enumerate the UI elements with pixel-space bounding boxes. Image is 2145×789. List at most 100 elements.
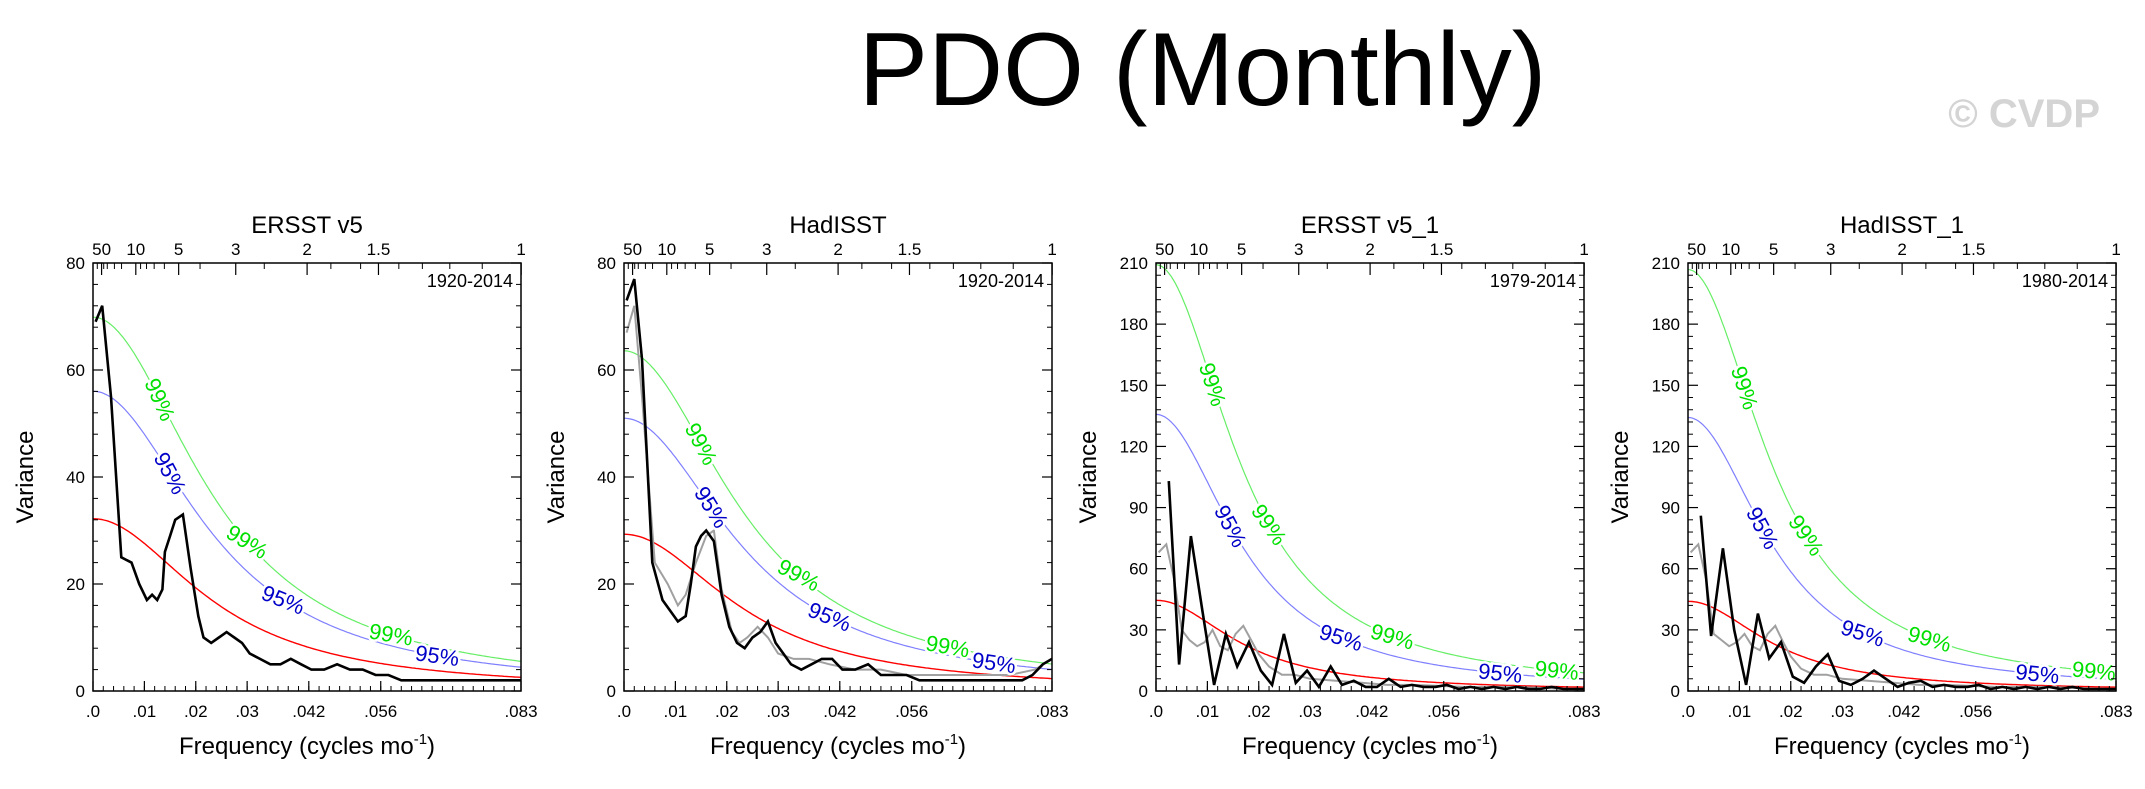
x-tick-label: .056 <box>1427 702 1460 721</box>
conf95-label: 95% <box>149 448 192 499</box>
x-tick-label: .042 <box>1355 702 1388 721</box>
period-tick-label: 2 <box>302 240 311 259</box>
conf99-label: 99% <box>1368 618 1417 654</box>
conf99-label: 99% <box>680 419 723 470</box>
y-tick-label: 60 <box>1129 560 1148 579</box>
y-axis-label: Variance <box>1607 431 1634 524</box>
conf95-label: 95% <box>1209 501 1252 552</box>
y-tick-label: 150 <box>1652 376 1680 395</box>
x-axis-label-close: ) <box>427 733 435 760</box>
period-tick-label: 10 <box>657 240 676 259</box>
period-tick-label: 1.5 <box>898 240 922 259</box>
y-tick-label: 20 <box>66 575 85 594</box>
conf99-label: 99% <box>1534 656 1580 685</box>
period-tick-label: 2 <box>833 240 842 259</box>
x-tick-label: .056 <box>895 702 928 721</box>
y-tick-label: 120 <box>1120 437 1148 456</box>
y-tick-label: 0 <box>1139 682 1148 701</box>
y-axis-label: Variance <box>1075 431 1102 524</box>
x-tick-label: .0 <box>1149 702 1163 721</box>
conf95-label: 95% <box>1741 503 1784 554</box>
y-tick-label: 120 <box>1652 437 1680 456</box>
chart-panel-4: 99%99%99%99%95%95%95%.0.01.02.03.042.056… <box>1607 212 2133 760</box>
period-tick-label: 10 <box>1721 240 1740 259</box>
x-tick-label: .01 <box>133 702 157 721</box>
period-tick-label: 10 <box>126 240 145 259</box>
period-tick-label: 50 <box>623 240 642 259</box>
conf95-line <box>1688 416 2116 680</box>
spectrum-line <box>94 305 521 682</box>
chart-title: HadISST <box>789 212 887 239</box>
conf99-line <box>1688 268 2116 674</box>
y-axis-label: Variance <box>543 431 570 524</box>
y-tick-label: 90 <box>1661 499 1680 518</box>
conf99-label: 99% <box>1246 499 1292 549</box>
y-tick-label: 210 <box>1120 254 1148 273</box>
conf99-label: 99% <box>2071 656 2117 685</box>
x-tick-label: .083 <box>2099 702 2132 721</box>
y-tick-label: 60 <box>66 361 85 380</box>
conf95-line <box>93 390 521 668</box>
plot-frame <box>92 262 522 692</box>
x-tick-label: .02 <box>184 702 208 721</box>
x-tick-label: .083 <box>1035 702 1068 721</box>
period-label: 1979-2014 <box>1490 271 1576 291</box>
y-tick-label: 40 <box>66 468 85 487</box>
chart-panel-3: 99%99%99%99%95%95%95%.0.01.02.03.042.056… <box>1075 212 1601 760</box>
x-axis-label-sup: -1 <box>945 731 958 748</box>
red-noise-line <box>1688 600 2116 688</box>
period-tick-label: 3 <box>1826 240 1835 259</box>
conf99-label: 99% <box>139 374 180 424</box>
x-axis-label-close: ) <box>1490 733 1498 760</box>
y-tick-label: 60 <box>597 361 616 380</box>
conf99-label: 99% <box>1783 510 1829 560</box>
period-tick-label: 1 <box>1579 240 1588 259</box>
x-axis-label-sup: -1 <box>1477 731 1490 748</box>
y-tick-label: 150 <box>1120 376 1148 395</box>
x-tick-label: .02 <box>715 702 739 721</box>
conf99-label: 99% <box>222 520 273 565</box>
period-tick-label: 5 <box>705 240 714 259</box>
y-axis-label: Variance <box>12 431 39 524</box>
period-label: 1920-2014 <box>427 271 513 291</box>
x-axis-label-text: Frequency (cycles mo <box>1242 733 1477 760</box>
period-tick-label: 5 <box>174 240 183 259</box>
conf95-label: 95% <box>1477 658 1523 687</box>
x-tick-label: .042 <box>823 702 856 721</box>
conf99-label: 99% <box>1726 363 1763 413</box>
y-tick-label: 60 <box>1661 560 1680 579</box>
period-tick-label: 1 <box>2111 240 2120 259</box>
period-tick-label: 50 <box>1155 240 1174 259</box>
x-tick-label: .02 <box>1247 702 1271 721</box>
x-tick-label: .02 <box>1779 702 1803 721</box>
period-tick-label: 1.5 <box>367 240 391 259</box>
y-tick-label: 80 <box>66 254 85 273</box>
plot-area <box>624 278 1052 682</box>
period-tick-label: 1.5 <box>1962 240 1986 259</box>
x-tick-label: .01 <box>1196 702 1220 721</box>
period-tick-label: 2 <box>1365 240 1374 259</box>
plot-area <box>93 305 521 682</box>
x-tick-label: .083 <box>1567 702 1600 721</box>
x-axis-label-close: ) <box>958 733 966 760</box>
period-tick-label: 50 <box>1687 240 1706 259</box>
chart-title: HadISST_1 <box>1840 212 1964 239</box>
period-tick-label: 5 <box>1769 240 1778 259</box>
x-axis-label-sup: -1 <box>2009 731 2022 748</box>
y-tick-label: 30 <box>1129 621 1148 640</box>
watermark: © CVDP <box>1948 92 2100 136</box>
x-tick-label: .03 <box>235 702 259 721</box>
chart-title: ERSST v5 <box>251 212 363 239</box>
period-label: 1980-2014 <box>2022 271 2108 291</box>
y-tick-label: 180 <box>1120 315 1148 334</box>
conf95-label: 95% <box>2014 659 2060 688</box>
conf99-label: 99% <box>924 630 972 662</box>
period-tick-label: 50 <box>92 240 111 259</box>
x-tick-label: .042 <box>292 702 325 721</box>
period-tick-label: 1 <box>1047 240 1056 259</box>
x-tick-label: .01 <box>664 702 688 721</box>
y-tick-label: 0 <box>1671 682 1680 701</box>
y-tick-label: 30 <box>1661 621 1680 640</box>
spectrum-line <box>1699 515 2116 691</box>
conf95-label: 95% <box>1316 619 1366 656</box>
